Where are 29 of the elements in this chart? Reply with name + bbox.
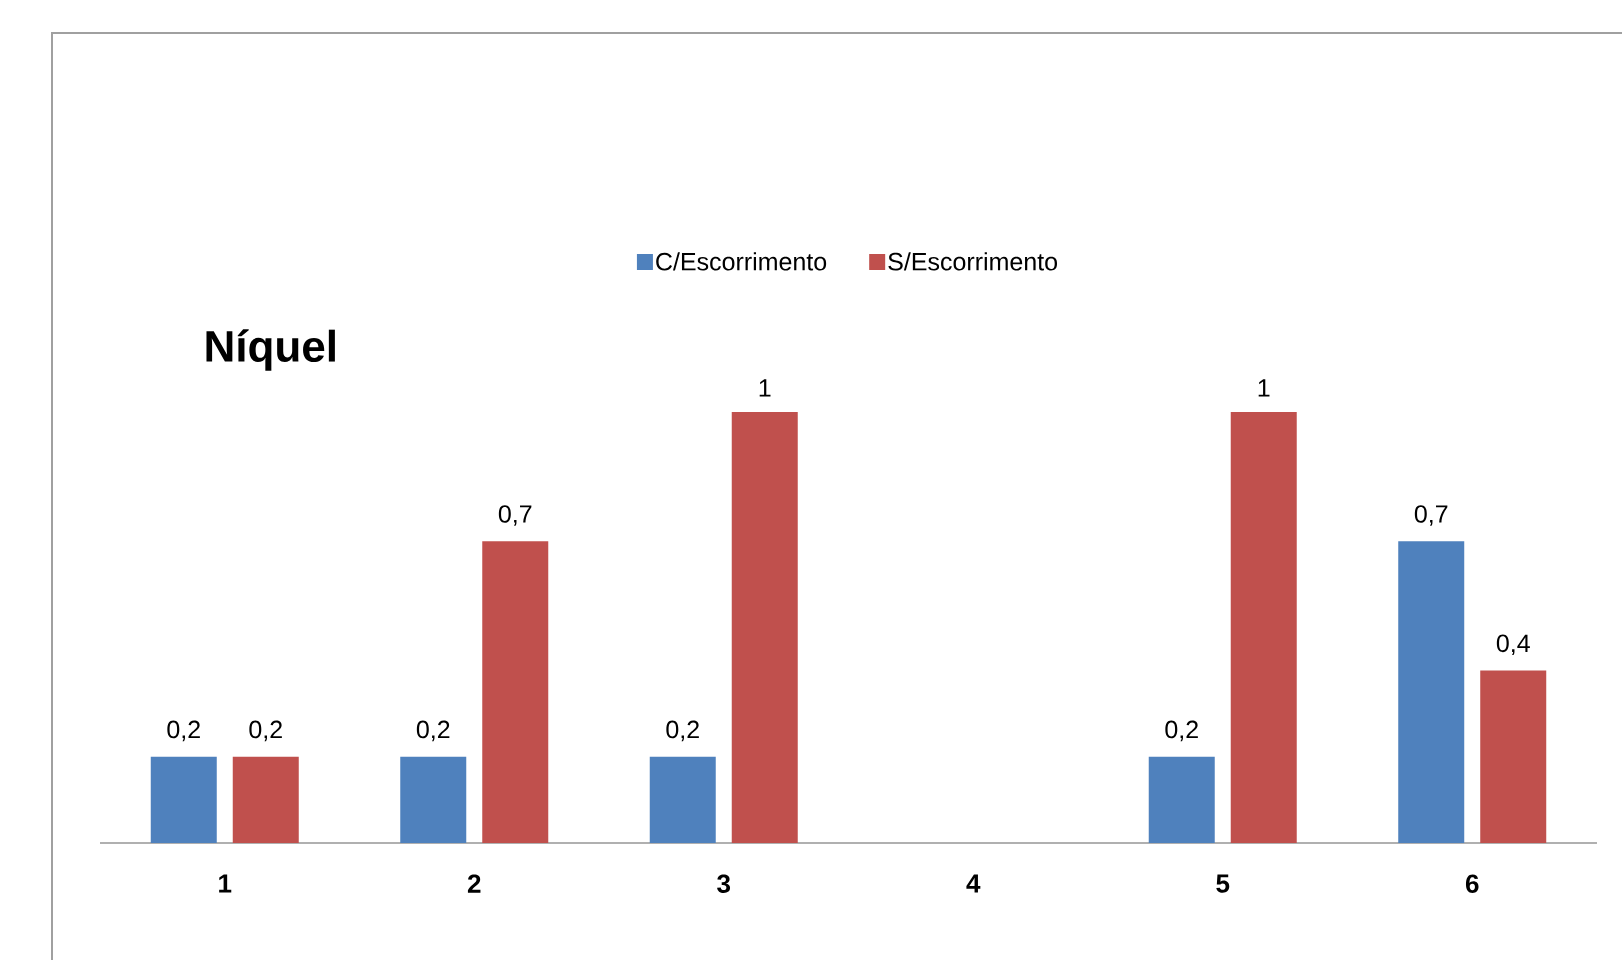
chart-title: Níquel — [206, 329, 335, 371]
x-tick-label: 5 — [1216, 874, 1230, 893]
bar — [1398, 541, 1465, 843]
bar — [731, 412, 798, 843]
x-tick-label: 6 — [1465, 874, 1479, 893]
x-tick-label: 3 — [717, 874, 731, 893]
x-tick-label: 1 — [219, 874, 232, 893]
legend-label: S/Escorrimento — [888, 252, 1058, 271]
bar — [1230, 412, 1297, 843]
bar — [1480, 670, 1547, 843]
bar — [232, 756, 299, 843]
x-tick-label: 4 — [966, 874, 981, 893]
bar — [400, 756, 467, 843]
data-label: 0,2 — [249, 720, 282, 742]
data-label: 0,7 — [498, 505, 532, 526]
data-label: 1 — [759, 379, 771, 397]
data-label: 0,7 — [1414, 505, 1448, 526]
bar — [1148, 756, 1215, 843]
bar — [150, 756, 217, 843]
data-label: 0,2 — [416, 720, 450, 742]
bar — [649, 756, 716, 843]
legend-label: C/Escorrimento — [656, 252, 827, 271]
x-tick-label: 2 — [467, 874, 481, 893]
data-label: 1 — [1258, 379, 1270, 397]
data-label: 0,2 — [167, 720, 200, 742]
data-label: 0,4 — [1496, 634, 1530, 656]
bar — [482, 541, 549, 843]
data-label: 0,2 — [666, 720, 699, 742]
data-label: 0,2 — [1165, 720, 1198, 742]
